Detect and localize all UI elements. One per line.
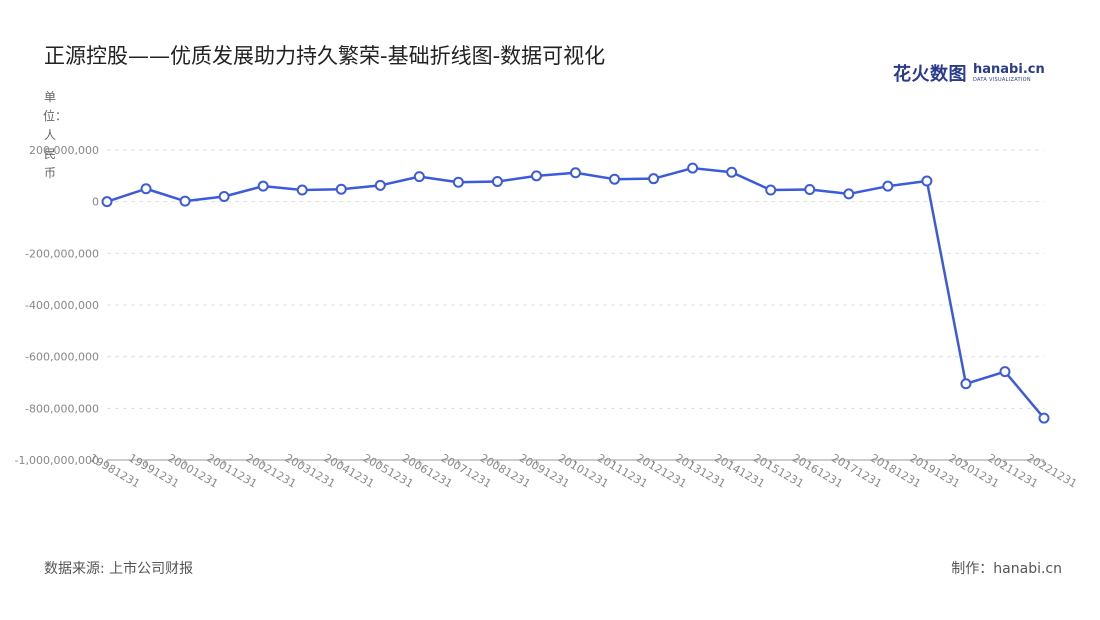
series-line — [106, 166, 1045, 419]
data-point[interactable] — [335, 183, 347, 195]
y-tick-label: 200,000,000 — [29, 144, 99, 157]
data-point[interactable] — [452, 176, 464, 188]
data-source: 数据来源: 上市公司财报 — [44, 561, 194, 577]
y-tick-label: -200,000,000 — [25, 247, 99, 260]
data-point[interactable] — [609, 173, 621, 185]
y-tick-label: -1,000,000,000 — [15, 454, 99, 467]
grid-lines — [107, 149, 1044, 409]
data-point[interactable] — [882, 180, 894, 192]
data-point[interactable] — [921, 175, 933, 187]
logo-side: hanabi.cn DATA VISUALIZATION — [973, 63, 1045, 83]
y-axis-ticks: 200,000,000 0 -200,000,000 -400,000,000 -600… — [15, 144, 99, 467]
data-point[interactable] — [843, 188, 855, 200]
y-tick-label: -400,000,000 — [25, 299, 99, 312]
data-point[interactable] — [413, 171, 425, 183]
data-point[interactable] — [765, 184, 777, 196]
x-axis — [106, 459, 1045, 465]
data-point[interactable] — [648, 173, 660, 185]
credit-text: 制作：hanabi.cn — [951, 561, 1062, 577]
data-point[interactable] — [999, 366, 1011, 378]
logo-en-text: hanabi.cn — [973, 62, 1045, 77]
data-point[interactable] — [257, 180, 269, 192]
data-point[interactable] — [530, 170, 542, 182]
data-point[interactable] — [491, 176, 503, 188]
data-point[interactable] — [218, 191, 230, 202]
chart-title: 正源控股——优质发展助力持久繁荣-基础折线图-数据可视化 — [44, 44, 606, 68]
logo-sub-text: DATA VISUALIZATION — [973, 77, 1031, 83]
data-point[interactable] — [374, 179, 386, 191]
data-point[interactable] — [687, 162, 699, 174]
data-point[interactable] — [804, 184, 816, 196]
data-point[interactable] — [101, 196, 113, 208]
y-tick-label: 0 — [92, 196, 99, 209]
brand-logo: 花火数图 hanabi.cn DATA VISUALIZATION — [893, 60, 1045, 86]
y-tick-label: -800,000,000 — [25, 402, 99, 415]
x-axis-ticks: 1998123119991231200012312001123120021231… — [87, 451, 1079, 490]
series-layer — [101, 162, 1050, 424]
data-point[interactable] — [570, 167, 581, 179]
data-point[interactable] — [726, 166, 738, 178]
data-point[interactable] — [140, 183, 152, 195]
data-point[interactable] — [960, 378, 972, 390]
data-point[interactable] — [179, 195, 191, 207]
logo-main-text: 花火数图 — [893, 64, 967, 85]
data-point[interactable] — [1038, 412, 1050, 424]
data-point[interactable] — [296, 184, 308, 196]
y-tick-label: -600,000,000 — [25, 351, 99, 364]
